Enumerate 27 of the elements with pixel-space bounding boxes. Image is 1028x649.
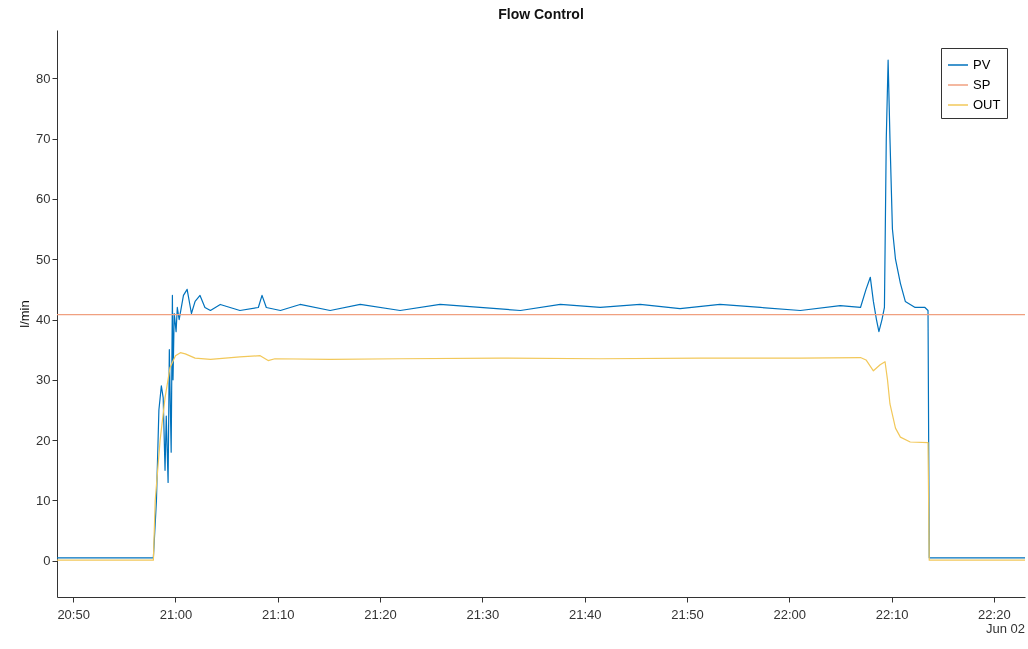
y-tick-label: 80 [36,70,51,86]
legend-label: PV [973,57,991,72]
x-tick-label: 20:50 [57,606,90,622]
text: Jun 02 [985,621,1025,636]
y-tick-label: 20 [36,432,51,448]
y-tick-label: 50 [36,251,51,267]
x-tick-label: 21:30 [466,606,500,622]
chart-title: Flow Control [498,6,584,22]
x-tick-label: 22:00 [773,606,807,622]
x-tick-label: 21:40 [568,606,602,622]
x-tick-label: 21:20 [364,606,397,622]
line-series [57,352,1025,561]
x-tick-label: 21:50 [671,606,704,622]
y-tick-label: 0 [43,553,51,569]
y-tick-label: 40 [36,312,51,328]
x-tick-label: 21:00 [159,606,193,622]
line-series [57,59,1025,559]
legend-label: SP [973,77,991,92]
legend-label: OUT [973,97,1001,112]
y-tick-label: 10 [36,492,51,508]
x-tick-label: 21:10 [262,606,295,622]
y-tick-label: 30 [36,372,51,388]
y-tick-label: 60 [36,191,51,207]
y-axis-title: l/min [17,300,33,328]
y-tick-label: 70 [36,131,51,147]
x-tick-label: 22:20 [978,606,1011,622]
x-tick-label: 22:10 [875,606,909,622]
